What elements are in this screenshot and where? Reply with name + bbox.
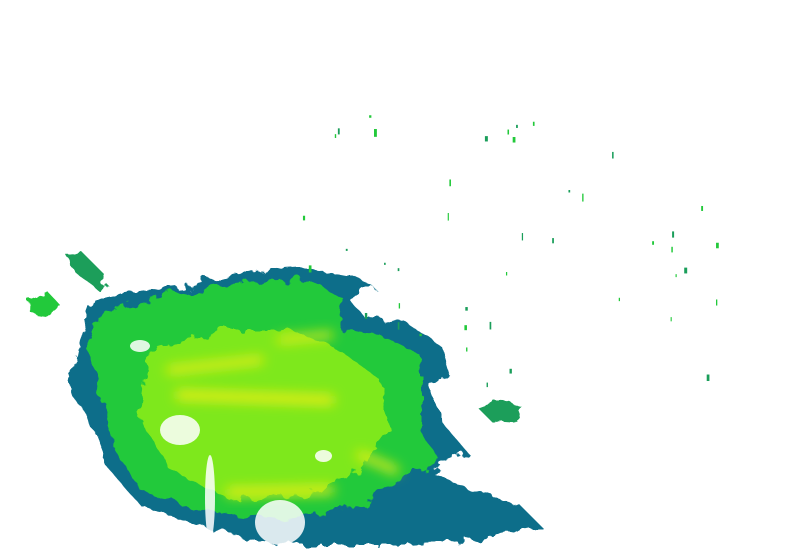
radar-speck <box>652 241 655 245</box>
intense-streak <box>356 451 399 474</box>
radar-speck <box>701 205 704 211</box>
radar-speck <box>396 347 398 350</box>
radar-speck <box>464 325 467 331</box>
echo-gap <box>255 500 305 545</box>
radar-speck <box>308 265 312 273</box>
radar-speck <box>568 190 571 193</box>
echo-gap <box>315 450 332 462</box>
radar-speck <box>466 347 468 352</box>
echo-small-cell <box>478 400 525 422</box>
radar-speck <box>447 213 449 221</box>
radar-speck <box>512 136 516 143</box>
intense-streak <box>276 331 334 344</box>
echo-gap <box>130 340 150 352</box>
echo-gap <box>205 455 215 540</box>
intense-streaks <box>166 331 399 497</box>
echo-gaps <box>130 340 332 545</box>
radar-speck <box>364 312 368 319</box>
radar-speck <box>716 242 719 249</box>
radar-speck <box>516 124 518 128</box>
echo-gap <box>160 415 200 445</box>
scattered-returns <box>302 115 719 388</box>
radar-speck <box>489 321 492 330</box>
radar-speck <box>302 215 306 221</box>
echo-west-fragment <box>28 292 60 315</box>
radar-speck <box>334 134 337 138</box>
radar-speck <box>337 128 340 135</box>
radar-speck <box>398 303 401 309</box>
radar-speck <box>706 374 710 382</box>
radar-speck <box>618 297 621 302</box>
radar-speck <box>484 136 488 142</box>
echo-northwest-band <box>66 250 105 290</box>
radar-speck <box>582 193 584 202</box>
radar-speck <box>671 246 673 253</box>
radar-speck <box>486 382 488 388</box>
radar-speck <box>397 268 400 272</box>
radar-speck <box>345 248 348 251</box>
radar-speck <box>449 179 451 187</box>
radar-speck <box>552 238 554 244</box>
radar-speck <box>675 274 677 278</box>
radar-speck <box>532 121 535 126</box>
radar-speck <box>612 151 614 159</box>
radar-speck <box>672 231 675 238</box>
intense-streak <box>166 356 264 374</box>
intense-streak <box>225 485 335 497</box>
radar-speck <box>352 337 356 341</box>
radar-speck <box>670 317 672 322</box>
radar-speck <box>397 322 400 330</box>
radar-speck <box>369 115 372 118</box>
radar-speck <box>507 129 510 135</box>
radar-speck <box>505 272 508 276</box>
radar-speck <box>521 233 524 241</box>
radar-speck <box>509 368 512 374</box>
radar-speck <box>684 267 688 274</box>
radar-speck <box>465 307 468 311</box>
radar-speck <box>384 262 386 265</box>
radar-speck <box>419 333 422 337</box>
radar-speck <box>374 129 377 137</box>
radar-speck <box>716 299 718 306</box>
intense-streak <box>175 390 335 405</box>
